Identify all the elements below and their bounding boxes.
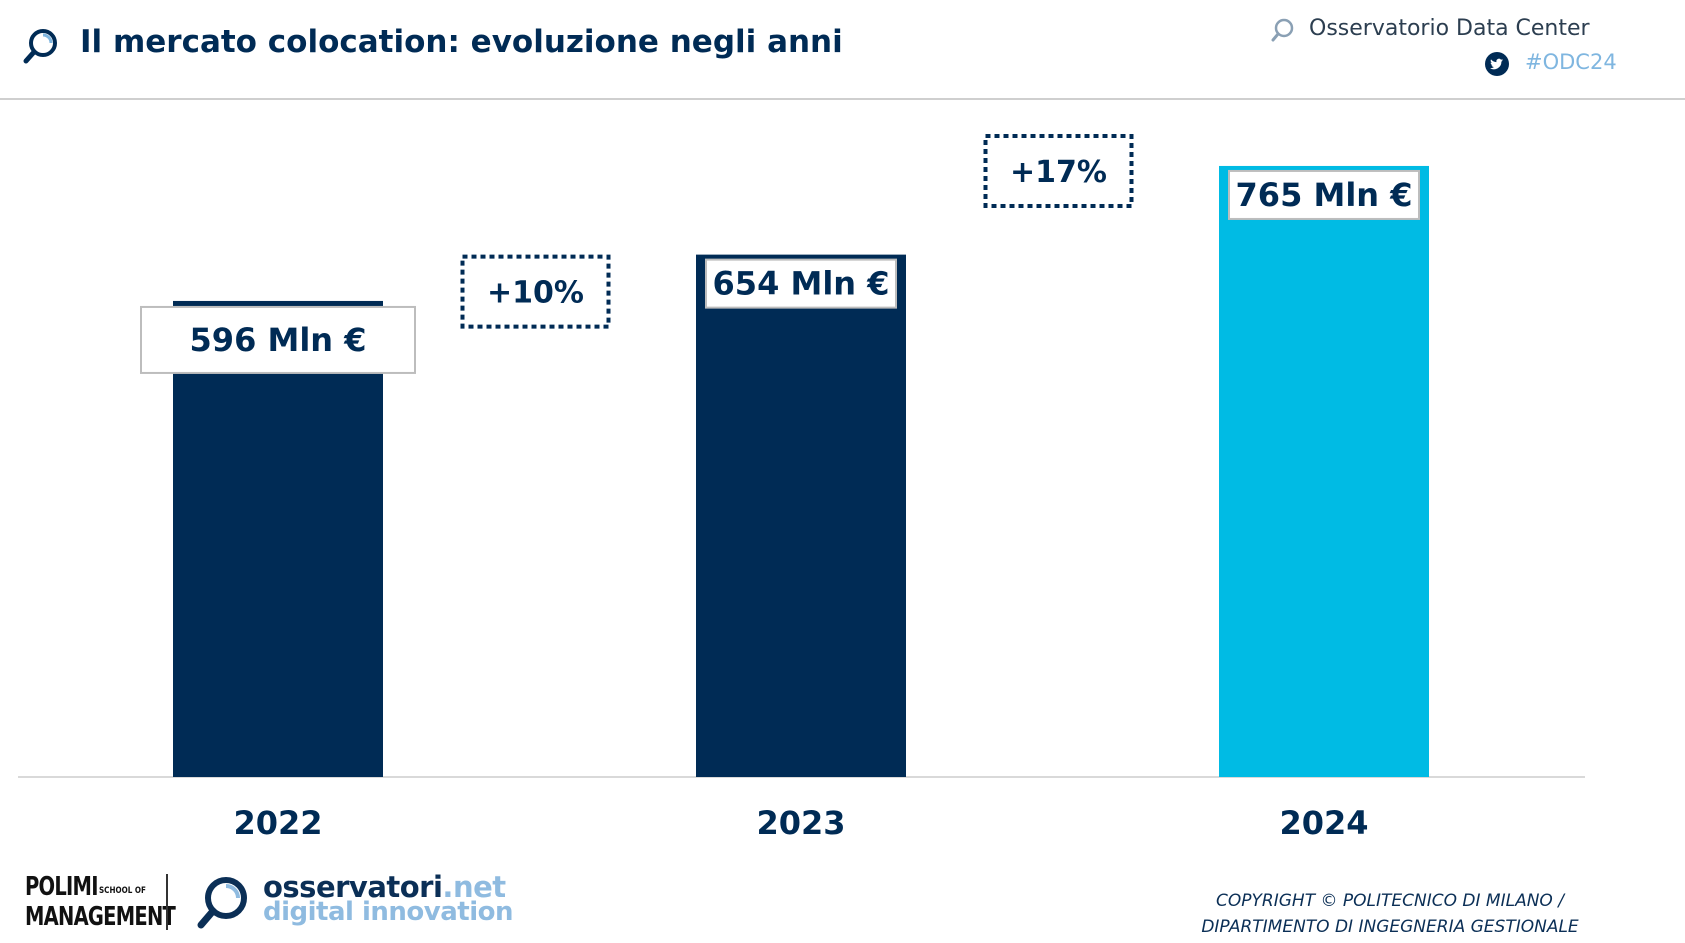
growth-box-1 (460, 254, 611, 329)
bar-2023 (696, 254, 906, 777)
copyright-notice: COPYRIGHT © POLITECNICO DI MILANO / DIPA… (1170, 888, 1610, 940)
value-label-box-2024 (1228, 169, 1420, 220)
footer-divider (166, 874, 168, 930)
page-title: Il mercato colocation: evoluzione negli … (80, 24, 843, 60)
value-label-box-2023 (705, 258, 897, 309)
magnifier-brand-icon (1271, 18, 1294, 42)
growth-label-1: +10% (487, 276, 584, 311)
osservatori-logo-icon (197, 877, 247, 929)
header: Il mercato colocation: evoluzione negli … (0, 0, 1685, 100)
osservatori-logo-name: osservatori.net (263, 870, 506, 904)
osservatori-logo-tagline: digital innovation (263, 897, 513, 927)
osservatori-logo-name-suffix: .net (442, 870, 506, 904)
growth-label-2: +17% (1010, 155, 1107, 190)
osservatori-logo-name-main: osservatori (263, 870, 443, 904)
brand-name: Osservatorio Data Center (1309, 16, 1590, 41)
value-label-box-2022 (140, 305, 416, 374)
copyright-line2: DIPARTIMENTO DI INGEGNERIA GESTIONALE (1201, 917, 1579, 937)
copyright-line1: COPYRIGHT © POLITECNICO DI MILANO / (1216, 891, 1564, 911)
bar-2022 (173, 300, 383, 777)
polimi-logo-line1: POLIMI (25, 872, 98, 902)
bar-chart: 596 Mln € 2022 654 Mln € 2023 765 Mln € 2024 +… (18, 133, 1585, 842)
value-label-2024: 765 Mln € (1236, 176, 1413, 214)
polimi-logo: POLIMI SCHOOL OF MANAGEMENT (25, 872, 176, 932)
magnifier-logo-icon (23, 29, 57, 64)
value-label-2022: 596 Mln € (190, 321, 367, 359)
x-tick-label-2022: 2022 (233, 804, 322, 842)
bar-2024 (1219, 165, 1429, 778)
x-tick-label-2023: 2023 (756, 804, 845, 842)
value-label-2023: 654 Mln € (713, 265, 890, 303)
polimi-logo-line2: MANAGEMENT (25, 902, 176, 932)
growth-box-2 (983, 133, 1134, 208)
polimi-logo-school: SCHOOL OF (99, 886, 146, 896)
x-tick-label-2024: 2024 (1279, 804, 1368, 842)
twitter-icon[interactable] (1485, 52, 1509, 76)
hashtag[interactable]: #ODC24 (1525, 50, 1617, 74)
